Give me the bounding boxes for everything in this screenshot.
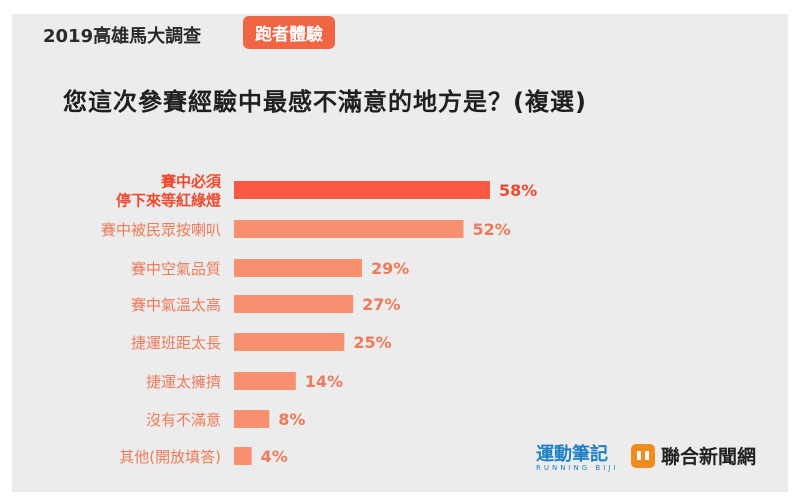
- bar-0: [234, 181, 490, 199]
- value-label-2: 29%: [371, 259, 409, 278]
- category-label-0-line-0: 賽中必須: [160, 173, 222, 191]
- survey-title: 2019高雄馬大調查: [43, 26, 202, 47]
- category-label-6: 沒有不滿意: [146, 411, 221, 429]
- category-label-2: 賽中空氣品質: [131, 260, 221, 278]
- bar-3: [234, 295, 354, 313]
- category-label-4: 捷運班距太長: [131, 334, 221, 352]
- bar-2: [234, 259, 362, 277]
- udn-logo-text: 聯合新聞網: [661, 446, 757, 468]
- category-badge: 跑者體驗: [243, 16, 335, 49]
- question-title: 您這次參賽經驗中最感不滿意的地方是？(複選): [63, 88, 587, 116]
- value-label-1: 52%: [473, 220, 511, 239]
- udn-logo: 聯合新聞網: [631, 442, 756, 469]
- value-label-3: 27%: [362, 295, 400, 314]
- category-label-5: 捷運太擁擠: [146, 373, 221, 391]
- value-label-0: 58%: [499, 181, 537, 200]
- running-biji-logo: 運動筆記 RUNNING BIJI: [536, 440, 618, 472]
- category-label-1: 賽中被民眾按喇叭: [101, 221, 221, 239]
- value-label-4: 25%: [353, 333, 391, 352]
- category-label-7: 其他(開放填答): [119, 448, 221, 466]
- udn-icon: [631, 443, 655, 468]
- bar-1: [234, 220, 464, 238]
- chart-card: [12, 14, 788, 492]
- value-label-5: 14%: [305, 372, 343, 391]
- bar-4: [234, 333, 345, 351]
- running-biji-logo-text: 運動筆記: [536, 444, 608, 465]
- value-label-6: 8%: [278, 410, 305, 429]
- value-label-7: 4%: [261, 447, 288, 466]
- bar-5: [234, 372, 296, 390]
- bar-6: [234, 410, 270, 428]
- category-label-3: 賽中氣溫太高: [131, 296, 221, 314]
- bar-7: [234, 447, 252, 465]
- running-biji-logo-subtext: RUNNING BIJI: [536, 464, 619, 472]
- category-label-0-line-1: 停下來等紅綠燈: [116, 192, 222, 210]
